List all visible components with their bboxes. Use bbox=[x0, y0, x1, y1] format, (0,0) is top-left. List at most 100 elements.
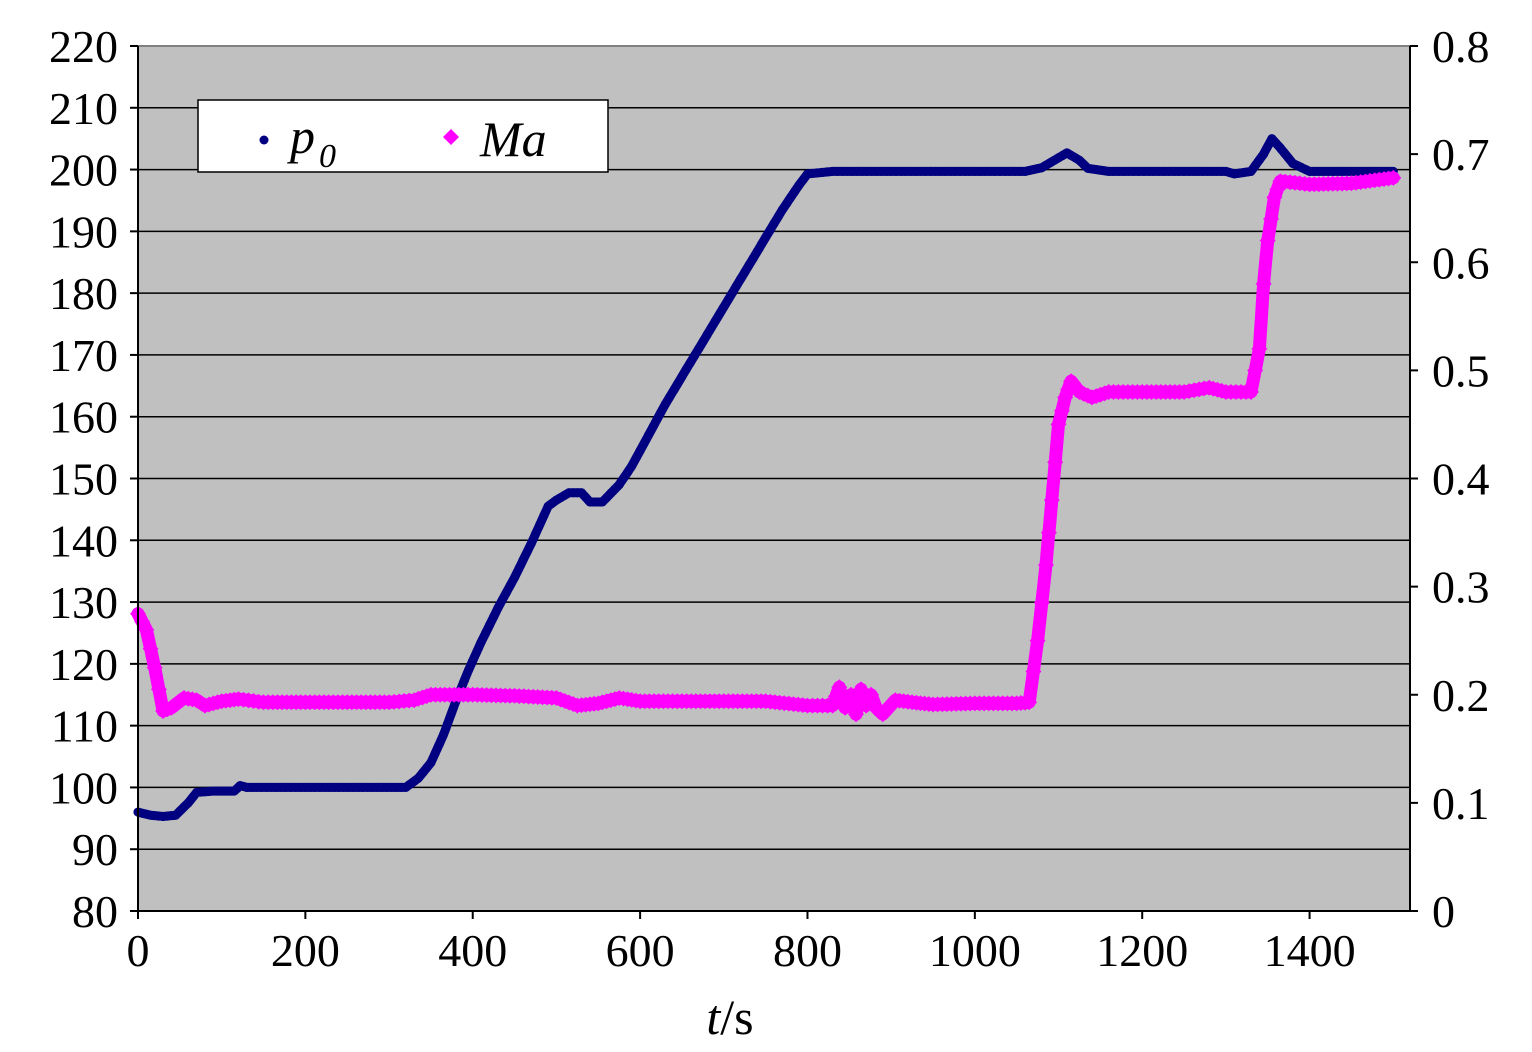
data-point-p0 bbox=[464, 665, 474, 675]
data-point-p0 bbox=[652, 415, 662, 425]
data-point-ma bbox=[1029, 632, 1046, 649]
left-tick-label: 180 bbox=[49, 268, 118, 319]
data-point-ma bbox=[142, 640, 159, 657]
data-point-p0 bbox=[710, 316, 720, 326]
data-point-p0 bbox=[639, 438, 649, 448]
legend-label-ma: Ma bbox=[479, 111, 547, 167]
data-point-p0 bbox=[744, 260, 754, 270]
data-point-p0 bbox=[702, 330, 712, 340]
data-point-p0 bbox=[761, 233, 771, 242]
data-point-ma bbox=[1255, 275, 1272, 292]
x-tick-label: 800 bbox=[773, 925, 842, 976]
data-point-p0 bbox=[740, 267, 750, 277]
data-point-p0 bbox=[698, 337, 708, 347]
data-point-p0 bbox=[773, 212, 783, 222]
data-point-p0 bbox=[539, 511, 549, 521]
data-point-p0 bbox=[522, 547, 532, 557]
x-axis-label-unit: /s bbox=[720, 989, 753, 1045]
right-tick-label: 0.1 bbox=[1432, 778, 1490, 829]
data-point-p0 bbox=[505, 580, 515, 590]
data-point-p0 bbox=[669, 386, 679, 395]
legend-marker-ma bbox=[443, 129, 459, 145]
data-point-p0 bbox=[447, 707, 457, 717]
data-point-ma bbox=[1385, 169, 1402, 186]
data-point-p0 bbox=[715, 309, 725, 319]
left-tick-label: 150 bbox=[49, 454, 118, 505]
data-point-p0 bbox=[736, 274, 745, 284]
right-tick-label: 0.2 bbox=[1432, 670, 1490, 721]
right-tick-label: 0.4 bbox=[1432, 454, 1490, 505]
data-point-ma bbox=[1025, 663, 1042, 680]
data-point-p0 bbox=[631, 453, 641, 463]
data-point-p0 bbox=[660, 399, 670, 409]
left-tick-label: 100 bbox=[49, 762, 118, 813]
x-tick-label: 0 bbox=[127, 925, 150, 976]
data-point-p0 bbox=[438, 730, 448, 740]
right-tick-label: 0.6 bbox=[1432, 237, 1490, 288]
data-point-p0 bbox=[690, 351, 699, 361]
left-tick-label: 130 bbox=[49, 577, 118, 628]
data-point-p0 bbox=[518, 555, 528, 565]
data-point-ma bbox=[146, 659, 163, 676]
data-point-ma bbox=[1243, 384, 1259, 400]
data-point-p0 bbox=[685, 358, 695, 368]
data-point-p0 bbox=[673, 379, 683, 388]
x-tick-label: 600 bbox=[606, 925, 675, 976]
legend-marker-p0 bbox=[259, 135, 269, 145]
data-point-p0 bbox=[472, 647, 482, 656]
data-point-ma bbox=[1259, 232, 1276, 249]
data-point-p0 bbox=[514, 564, 524, 574]
left-y-axis: 80 90 100 110 120 130 140 150 160 170 180 190 200 210… bbox=[49, 21, 139, 937]
left-tick-label: 110 bbox=[51, 701, 118, 752]
data-point-p0 bbox=[769, 219, 779, 229]
series-ma bbox=[130, 169, 1402, 723]
x-axis-label-var: t bbox=[706, 989, 721, 1045]
data-point-p0 bbox=[510, 572, 520, 582]
data-point-p0 bbox=[459, 675, 469, 685]
x-axis: 0 200 400 600 800 1000 1200 1400 bbox=[127, 910, 1410, 976]
data-point-p0 bbox=[493, 603, 503, 613]
data-point-p0 bbox=[664, 392, 674, 402]
data-point-p0 bbox=[535, 520, 545, 530]
left-tick-label: 160 bbox=[49, 392, 118, 443]
data-point-ma bbox=[1053, 402, 1070, 419]
data-point-ma bbox=[1050, 416, 1067, 433]
data-point-p0 bbox=[644, 430, 653, 440]
left-tick-label: 220 bbox=[49, 21, 118, 72]
right-tick-label: 0.3 bbox=[1432, 562, 1490, 613]
left-tick-label: 170 bbox=[49, 330, 118, 381]
data-point-ma bbox=[138, 621, 155, 638]
x-tick-label: 200 bbox=[271, 925, 340, 976]
data-point-p0 bbox=[723, 295, 733, 305]
data-point-ma bbox=[1021, 694, 1038, 711]
data-point-ma bbox=[1263, 211, 1280, 227]
data-point-p0 bbox=[756, 240, 766, 249]
data-point-p0 bbox=[434, 739, 444, 749]
data-point-p0 bbox=[677, 372, 687, 382]
data-point-p0 bbox=[635, 446, 645, 456]
x-tick-label: 1000 bbox=[929, 925, 1021, 976]
data-point-p0 bbox=[1259, 149, 1269, 159]
data-point-p0 bbox=[727, 288, 737, 298]
x-axis-label: t/s bbox=[706, 989, 753, 1045]
right-tick-label: 0.8 bbox=[1432, 21, 1490, 72]
legend-label-p0-main: p bbox=[287, 108, 315, 164]
data-point-p0 bbox=[489, 612, 499, 622]
data-point-p0 bbox=[719, 302, 729, 312]
data-point-p0 bbox=[648, 423, 658, 432]
data-point-p0 bbox=[694, 344, 704, 354]
data-point-p0 bbox=[752, 246, 762, 256]
left-tick-label: 210 bbox=[49, 83, 118, 134]
legend-box bbox=[197, 99, 609, 173]
data-point-ma bbox=[1038, 557, 1054, 573]
data-point-p0 bbox=[1263, 141, 1273, 151]
data-point-p0 bbox=[706, 323, 716, 333]
left-tick-label: 140 bbox=[49, 515, 118, 566]
data-point-p0 bbox=[681, 365, 691, 375]
data-point-p0 bbox=[501, 588, 511, 598]
data-point-p0 bbox=[480, 629, 490, 639]
data-point-p0 bbox=[731, 281, 741, 291]
data-point-ma bbox=[1040, 524, 1057, 541]
left-tick-label: 90 bbox=[72, 824, 118, 875]
